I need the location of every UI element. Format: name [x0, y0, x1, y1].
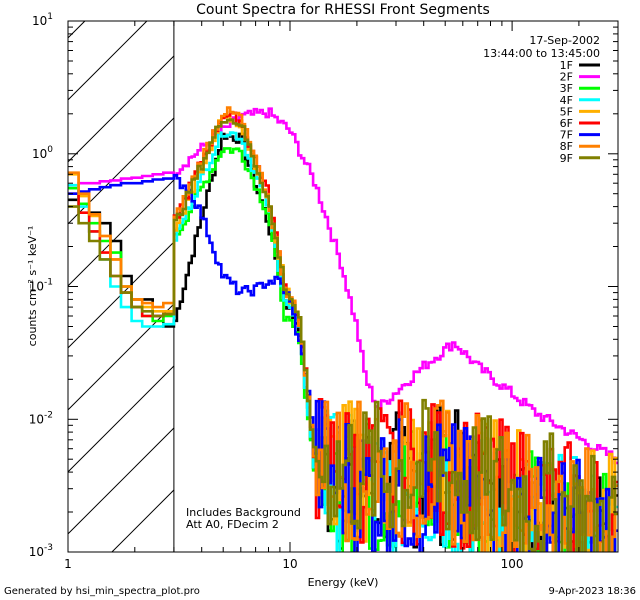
hatch-line	[67, 55, 175, 163]
hatch-line	[67, 20, 148, 101]
legend-label-2F: 2F	[560, 71, 573, 84]
y-tick-label: 100	[32, 145, 53, 161]
legend-label-3F: 3F	[560, 82, 573, 95]
legend-label-6F: 6F	[560, 117, 573, 130]
chart-title: Count Spectra for RHESSI Front Segments	[196, 2, 490, 18]
series-line-7F	[68, 173, 618, 552]
series-line-9F	[68, 118, 618, 552]
x-tick-label: 10	[282, 557, 297, 571]
y-tick-label: 101	[32, 12, 53, 28]
date-label: 17-Sep-2002	[529, 34, 600, 47]
legend-label-7F: 7F	[560, 129, 573, 142]
time-range-label: 13:44:00 to 13:45:00	[483, 47, 600, 60]
legend-label-1F: 1F	[560, 59, 573, 72]
hatch-line	[67, 20, 86, 39]
y-tick-label: 10-3	[29, 543, 53, 559]
hatch-line	[67, 365, 175, 473]
y-tick-label: 10-2	[29, 410, 53, 426]
x-tick-label: 1	[64, 557, 72, 571]
footer-timestamp: 9-Apr-2023 18:36	[549, 586, 636, 597]
hatch-line	[111, 489, 175, 553]
footer-generator: Generated by hsi_min_spectra_plot.pro	[4, 586, 200, 597]
legend-label-4F: 4F	[560, 94, 573, 107]
x-axis-label: Energy (keV)	[308, 576, 379, 589]
series-line-3F	[68, 147, 618, 552]
y-axis-label: counts cm⁻² s⁻¹ keV⁻¹	[26, 226, 39, 347]
legend-label-5F: 5F	[560, 105, 573, 118]
x-tick-label: 100	[501, 557, 524, 571]
hatch-line	[67, 427, 175, 535]
series-layer	[68, 106, 618, 552]
annotation-background: Includes Background	[186, 506, 301, 519]
legend-label-8F: 8F	[560, 140, 573, 153]
series-line-2F	[68, 107, 618, 465]
annotation-attenuator: Att A0, FDecim 2	[186, 518, 279, 531]
hatch-line	[67, 117, 175, 225]
legend-label-9F: 9F	[560, 152, 573, 165]
hatch-line	[67, 179, 175, 287]
